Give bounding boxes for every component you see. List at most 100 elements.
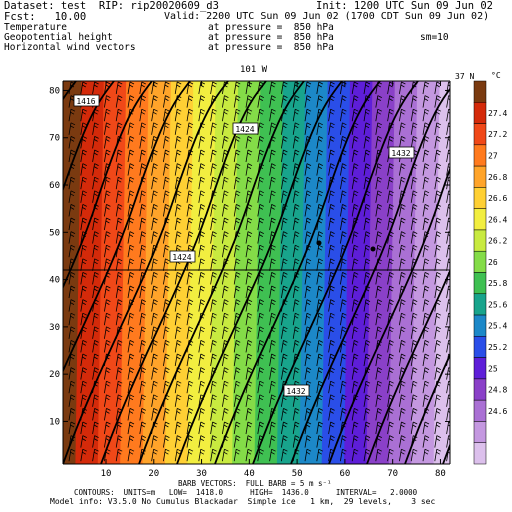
wind-barb: [304, 231, 312, 244]
wind-barb: [198, 299, 205, 312]
wind-barb: [269, 81, 276, 95]
wind-barb: [304, 408, 312, 421]
wind-barb: [104, 95, 111, 108]
wind-barb: [174, 299, 182, 312]
wind-barb: [387, 108, 394, 122]
wind-barb: [92, 136, 99, 149]
wind-barb: [304, 285, 312, 299]
wind-barb: [281, 367, 288, 380]
wind-barb: [222, 340, 229, 353]
wind-barb: [257, 204, 264, 217]
wind-barb: [269, 380, 276, 394]
wind-barb: [92, 231, 99, 244]
wind-barb: [186, 231, 194, 244]
wind-barb: [104, 163, 111, 176]
wind-barb: [127, 394, 135, 407]
x-tick-label: 50: [292, 469, 303, 479]
wind-barb: [257, 394, 264, 407]
wind-barb: [115, 326, 123, 339]
wind-barb: [198, 163, 205, 176]
wind-barb: [257, 380, 264, 394]
wind-barb: [375, 136, 382, 149]
wind-barb: [210, 299, 217, 312]
wind-barb: [80, 380, 87, 394]
wind-barb: [127, 108, 135, 122]
wind-barb: [245, 136, 253, 149]
wind-barb: [127, 217, 135, 231]
wind-barb: [351, 448, 359, 462]
wind-barb: [281, 258, 288, 271]
wind-barb: [328, 435, 335, 448]
wind-barb: [222, 122, 229, 135]
wind-barb: [375, 285, 382, 299]
wind-barb: [210, 448, 217, 462]
colorbar-label: 25: [488, 364, 498, 373]
wind-barb: [222, 408, 229, 421]
wind-barb: [139, 394, 146, 407]
wind-barb: [139, 435, 146, 448]
wind-barb: [186, 380, 194, 394]
wind-barb: [104, 272, 111, 285]
wind-barb: [375, 408, 382, 421]
wind-barb: [304, 299, 312, 312]
wind-barb: [233, 367, 241, 380]
wind-barb: [410, 95, 418, 108]
wind-barb: [210, 312, 217, 326]
wind-barb: [281, 149, 288, 163]
wind-barb: [269, 244, 276, 258]
wind-barb: [434, 231, 441, 244]
wind-barb: [233, 136, 241, 149]
wind-barb: [399, 108, 406, 122]
y-tick-label: 10: [49, 417, 60, 427]
wind-barb: [434, 122, 441, 135]
wind-barb: [304, 448, 312, 462]
height-contour: [366, 268, 450, 464]
wind-barb: [422, 231, 430, 244]
wind-barb: [269, 217, 276, 231]
wind-barb: [115, 136, 123, 149]
wind-barb: [399, 204, 406, 217]
wind-barb: [198, 285, 205, 299]
barb-vectors-note: BARB VECTORS: FULL BARB = 5 m s⁻¹: [178, 479, 332, 488]
wind-barb: [80, 340, 87, 353]
wind-barb: [351, 136, 359, 149]
wind-barb: [257, 244, 264, 258]
wind-barb: [139, 122, 146, 135]
wind-barb: [281, 81, 288, 95]
wind-barb: [434, 367, 441, 380]
wind-barb: [328, 244, 335, 258]
wind-barb: [233, 95, 241, 108]
wind-barb: [233, 176, 241, 190]
wind-barb: [174, 108, 182, 122]
wind-barb: [257, 421, 264, 435]
wind-barb: [304, 435, 312, 448]
wind-barb: [387, 367, 394, 380]
contour-label: 1416: [76, 97, 95, 106]
wind-barb: [151, 272, 158, 285]
wind-barb: [328, 380, 335, 394]
temperature-band: [142, 81, 172, 464]
wind-barb: [174, 163, 182, 176]
wind-barb: [245, 217, 253, 231]
wind-barb: [422, 421, 430, 435]
wind-barb: [340, 95, 347, 108]
wind-barb: [151, 217, 158, 231]
wind-barb: [375, 312, 382, 326]
y-tick-label: 20: [49, 370, 60, 380]
wind-barb: [257, 190, 264, 203]
wind-barb: [127, 285, 135, 299]
wind-barb: [399, 136, 406, 149]
wind-barb: [222, 163, 229, 176]
wind-barb: [233, 258, 241, 271]
wind-barb: [68, 122, 76, 135]
wind-barb: [127, 258, 135, 271]
wind-barb: [127, 312, 135, 326]
wind-barb: [139, 421, 146, 435]
wind-barb: [127, 380, 135, 394]
wind-barb: [363, 231, 371, 244]
wind-barb: [422, 136, 430, 149]
wind-barb: [375, 272, 382, 285]
wind-barb: [186, 353, 194, 367]
wind-barb: [222, 326, 229, 339]
wind-barb: [163, 108, 170, 122]
